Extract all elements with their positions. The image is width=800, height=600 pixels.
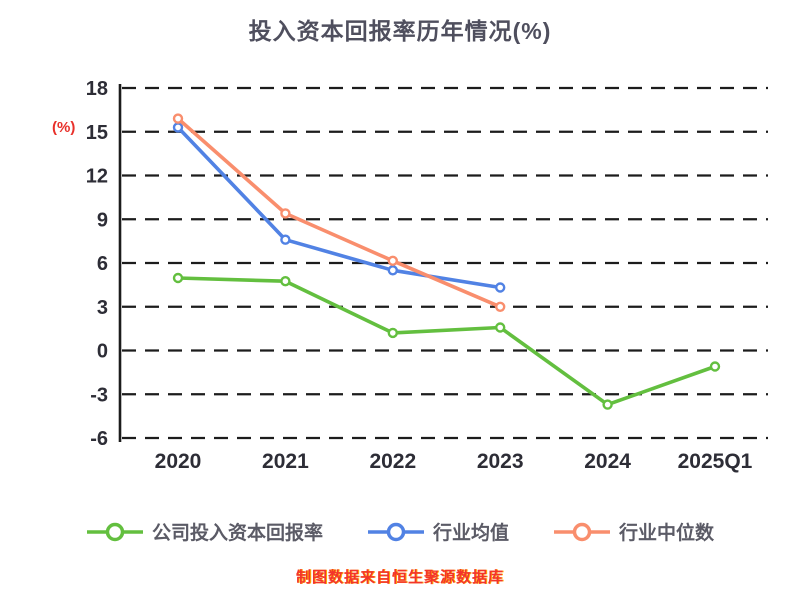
x-tick-label: 2022 bbox=[369, 450, 416, 473]
line-chart-plot-area: 18 15 12 9 6 3 0 -3 -6 (%) 2020 2021 2022 2023 2024 202… bbox=[52, 78, 768, 473]
chart-title: 投入资本回报率历年情况(%) bbox=[248, 18, 552, 44]
data-point bbox=[387, 265, 398, 276]
series-line bbox=[176, 125, 503, 290]
x-tick-label: 2023 bbox=[477, 450, 524, 473]
y-tick-label: 3 bbox=[97, 297, 108, 319]
data-point bbox=[172, 113, 184, 124]
data-source-note: 制图数据来自恒生聚源数据库 bbox=[295, 569, 504, 586]
x-tick-label: 2020 bbox=[155, 450, 202, 473]
data-point bbox=[495, 301, 506, 312]
series-line bbox=[176, 276, 717, 407]
legend-item-company-roic: 公司投入资本回报率 bbox=[86, 518, 323, 545]
legend-marker-industry-median-icon bbox=[554, 522, 610, 541]
legend-label-industry-median: 行业中位数 bbox=[619, 523, 715, 544]
data-point bbox=[172, 272, 184, 284]
series-line bbox=[176, 116, 503, 309]
legend-label-company-roic: 公司投入资本回报率 bbox=[151, 523, 323, 544]
data-point bbox=[280, 234, 291, 245]
y-tick-label: -3 bbox=[90, 384, 108, 406]
data-point bbox=[280, 208, 291, 219]
y-tick-label: 15 bbox=[86, 122, 108, 144]
y-tick-label: 9 bbox=[97, 209, 108, 231]
x-tick-label: 2025Q1 bbox=[678, 450, 753, 473]
y-axis-unit-label: (%) bbox=[52, 119, 75, 136]
y-tick-label: 18 bbox=[86, 78, 108, 100]
x-tick-label: 2021 bbox=[262, 450, 309, 473]
legend-label-industry-mean: 行业均值 bbox=[432, 523, 509, 544]
data-point bbox=[172, 122, 184, 133]
y-tick-label: -6 bbox=[90, 428, 108, 450]
data-point bbox=[495, 322, 506, 333]
data-point bbox=[495, 282, 506, 293]
y-tick-label: 6 bbox=[97, 253, 108, 275]
data-point bbox=[387, 255, 398, 266]
y-tick-label: 12 bbox=[86, 166, 108, 188]
legend-marker-company-roic-icon bbox=[86, 522, 143, 541]
chart-legend: 公司投入资本回报率 行业均值 行业中位数 bbox=[0, 518, 800, 545]
data-point bbox=[709, 361, 721, 372]
legend-item-industry-median: 行业中位数 bbox=[553, 518, 714, 545]
legend-item-industry-mean: 行业均值 bbox=[367, 518, 509, 545]
data-point bbox=[387, 327, 398, 339]
y-tick-label: 0 bbox=[97, 341, 108, 363]
x-tick-label: 2024 bbox=[584, 450, 631, 473]
data-point bbox=[280, 276, 291, 287]
data-point bbox=[602, 399, 613, 410]
legend-marker-industry-mean-icon bbox=[367, 522, 424, 541]
